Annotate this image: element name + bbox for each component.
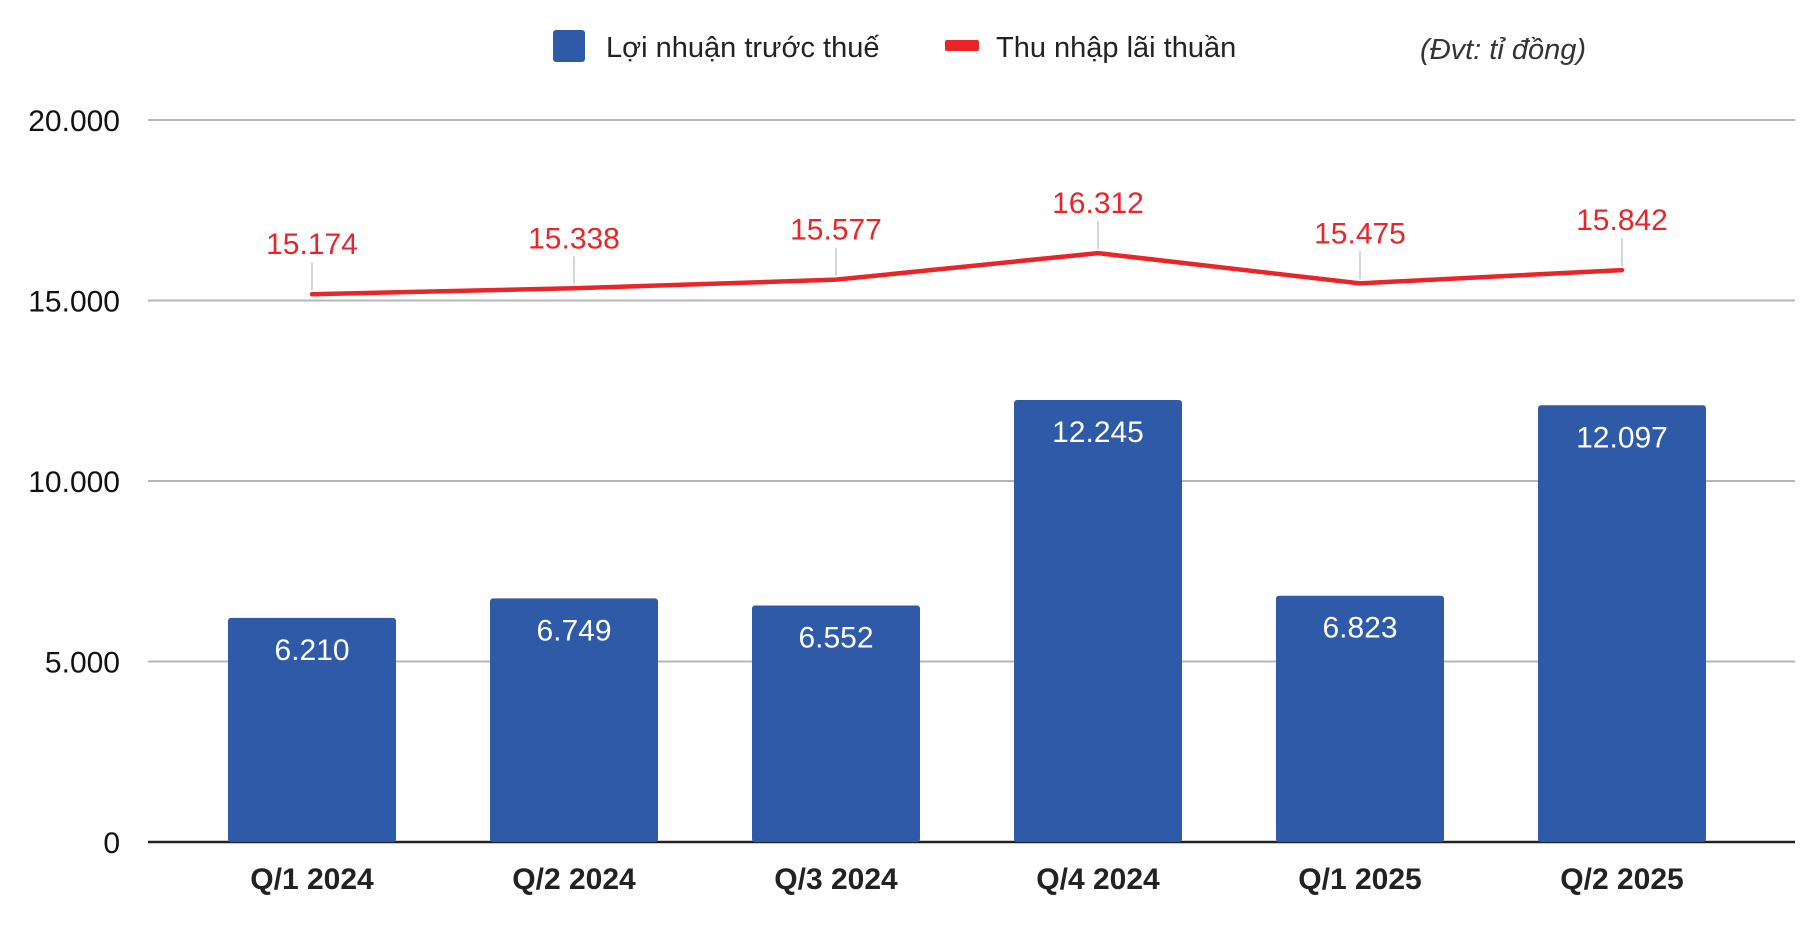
line-value-label: 16.312 — [1052, 187, 1144, 220]
bar — [1276, 595, 1444, 842]
y-tick-label: 20.000 — [28, 105, 120, 138]
bar — [752, 605, 920, 842]
x-tick-label: Q/4 2024 — [1036, 863, 1160, 896]
x-axis-ticks: Q/1 2024 Q/2 2024 Q/3 2024 Q/4 2024 Q/1 2025… — [250, 863, 1683, 896]
bar-data-labels: 6.210 6.749 6.552 12.245 6.823 12.097 — [274, 416, 1667, 667]
legend-swatch-line — [945, 40, 979, 51]
x-tick-label: Q/3 2024 — [774, 863, 898, 896]
bar — [1538, 405, 1706, 842]
line-data-labels: 15.174 15.338 15.577 16.312 15.475 15.842 — [266, 187, 1668, 261]
x-tick-label: Q/2 2025 — [1560, 863, 1683, 896]
legend-swatch-bar — [553, 30, 585, 62]
bar — [1014, 399, 1182, 842]
bar — [228, 617, 396, 842]
line-value-label: 15.475 — [1314, 217, 1406, 250]
line-series — [309, 221, 1625, 297]
unit-note: (Đvt: tỉ đồng) — [1420, 34, 1586, 66]
y-axis-ticks: 0 5.000 10.000 15.000 20.000 — [28, 105, 120, 860]
bar-value-label: 6.552 — [798, 621, 873, 654]
y-tick-label: 15.000 — [28, 286, 120, 319]
line-value-label: 15.338 — [528, 222, 620, 255]
bar-value-label: 12.245 — [1052, 416, 1144, 449]
line-path — [309, 250, 1625, 297]
bar-value-label: 6.210 — [274, 634, 349, 667]
bar — [490, 598, 658, 842]
bar-value-label: 6.749 — [536, 614, 611, 647]
gridlines — [148, 119, 1795, 844]
x-tick-label: Q/1 2025 — [1298, 863, 1421, 896]
line-value-label: 15.174 — [266, 228, 358, 261]
legend-label-bar: Lợi nhuận trước thuế — [606, 32, 880, 64]
line-value-label: 15.577 — [790, 214, 882, 247]
bar-value-label: 12.097 — [1576, 421, 1668, 454]
line-value-label: 15.842 — [1576, 204, 1668, 237]
bar-series — [228, 399, 1706, 842]
x-tick-label: Q/2 2024 — [512, 863, 636, 896]
y-tick-label: 5.000 — [45, 647, 120, 680]
bar-value-label: 6.823 — [1322, 612, 1397, 645]
legend-label-line: Thu nhập lãi thuần — [996, 32, 1236, 64]
x-tick-label: Q/1 2024 — [250, 863, 374, 896]
y-tick-label: 0 — [103, 827, 120, 860]
legend: Lợi nhuận trước thuế Thu nhập lãi thuần … — [553, 30, 1586, 66]
y-tick-label: 10.000 — [28, 466, 120, 499]
